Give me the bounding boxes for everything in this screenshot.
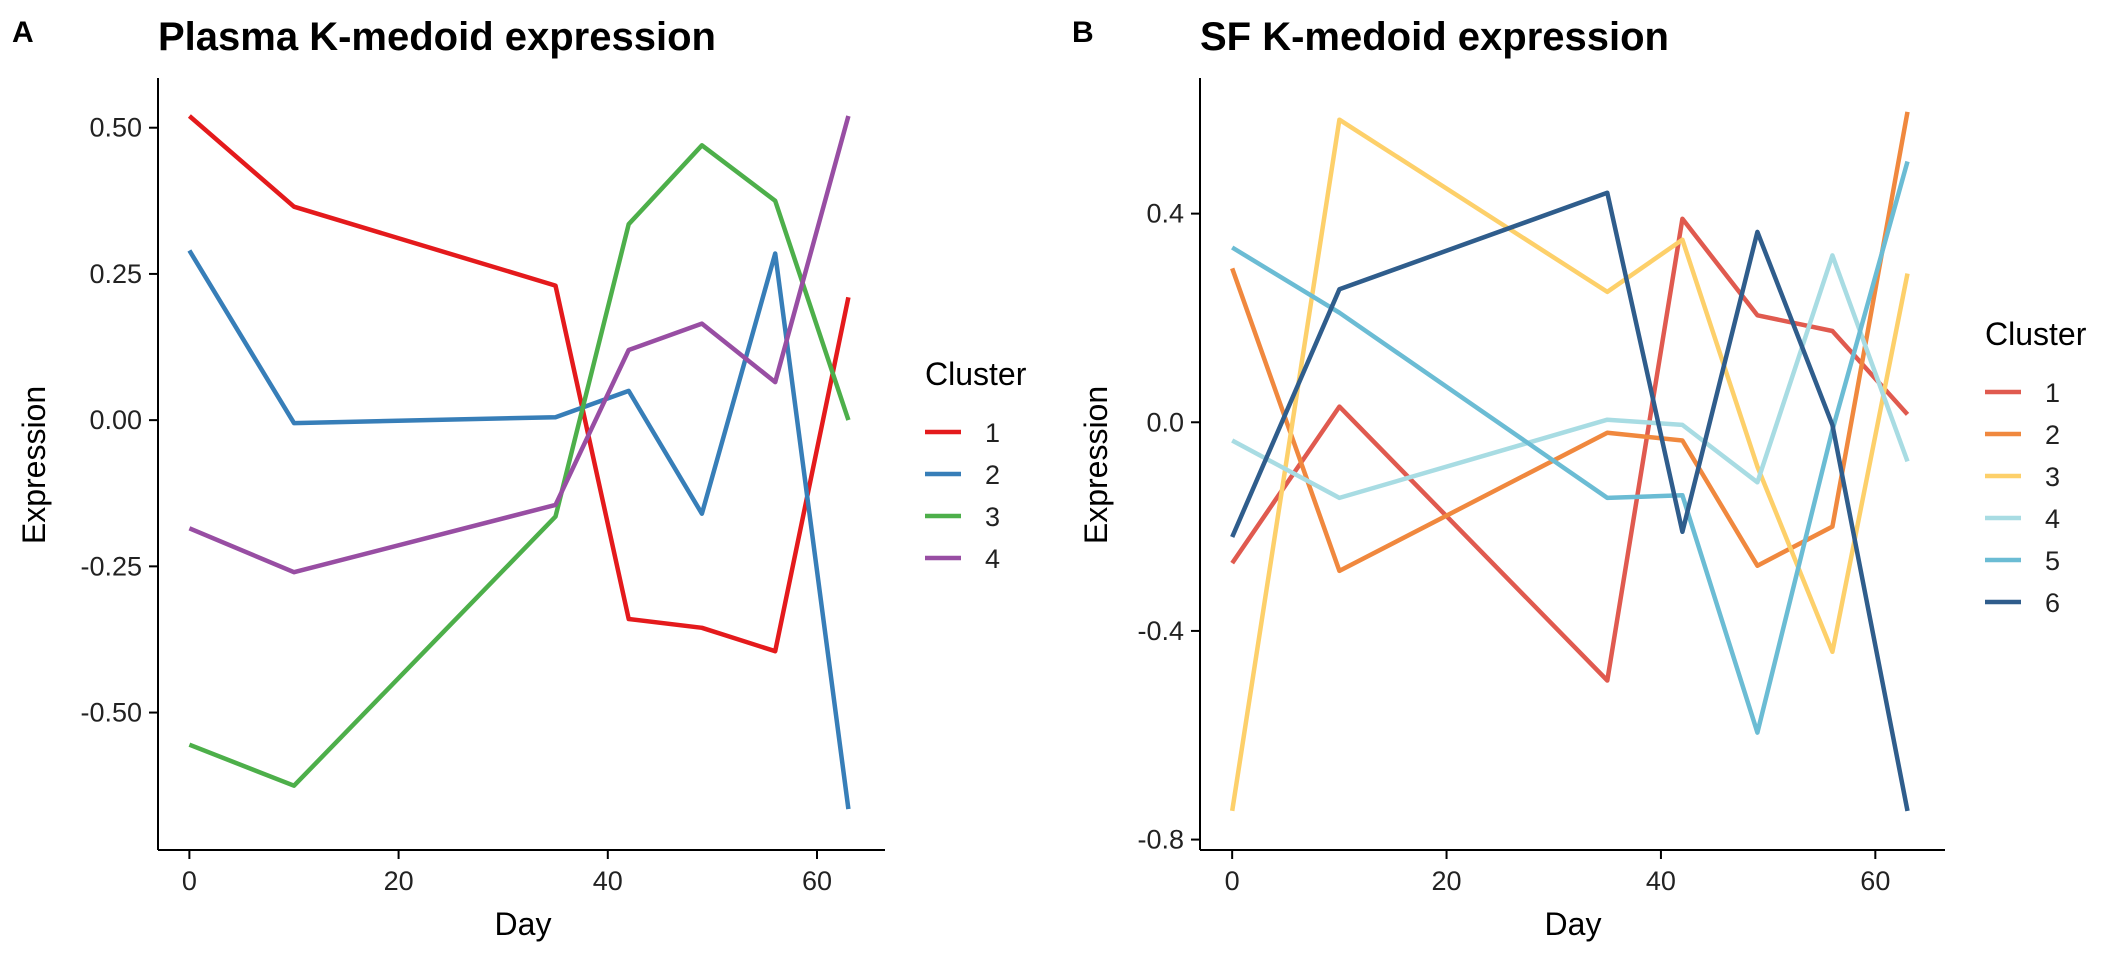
series-line-cluster-6: [1230, 190, 1910, 812]
x-tick-label: 20: [1432, 866, 1462, 896]
legend-label-6: 6: [2045, 588, 2060, 618]
y-tick-label: 0.50: [89, 113, 142, 143]
chart-title-plasma: Plasma K-medoid expression: [158, 15, 716, 59]
legend-label-4: 4: [985, 544, 1000, 574]
series-line-cluster-4: [1231, 253, 1910, 501]
legend-label-3: 3: [2045, 462, 2060, 492]
ticks-plasma: 0 20 40 60 -0.50 -0.25 0.00 0.25 0.50: [80, 78, 885, 896]
series-line-cluster-2: [187, 249, 851, 810]
legend-label-1: 1: [985, 418, 1000, 448]
panel-tag-a: A: [12, 16, 34, 49]
y-tick-label: 0.00: [89, 405, 142, 435]
series-line-cluster-1: [1230, 216, 1910, 683]
legend-sf: 1 2 3 4 5 6: [1985, 378, 2060, 618]
series-line-cluster-4: [188, 115, 851, 575]
legend-label-1: 1: [2045, 378, 2060, 408]
x-axis-title-sf: Day: [1545, 906, 1602, 942]
panel-sf: B SF K-medoid expression Day Expression …: [1072, 15, 2087, 942]
x-tick-label: 20: [384, 866, 414, 896]
y-axis-title-plasma: Expression: [16, 386, 52, 544]
legend-label-3: 3: [985, 502, 1000, 532]
panel-plasma: A Plasma K-medoid expression Day Express…: [12, 15, 1027, 942]
legend-title-sf: Cluster: [1985, 316, 2087, 352]
legend-title-plasma: Cluster: [925, 356, 1027, 392]
x-tick-label: 0: [1225, 866, 1240, 896]
y-tick-label: -0.4: [1137, 616, 1184, 646]
y-tick-label: 0.4: [1146, 199, 1184, 229]
legend-label-2: 2: [985, 460, 1000, 490]
series-line-cluster-3: [1229, 117, 1910, 812]
y-tick-label: 0.0: [1146, 407, 1184, 437]
series-line-cluster-3: [188, 143, 851, 788]
series-line-cluster-2: [1230, 111, 1910, 574]
y-tick-label: -0.25: [80, 551, 142, 581]
legend-label-2: 2: [2045, 420, 2060, 450]
series-line-cluster-5: [1231, 160, 1910, 735]
x-tick-label: 0: [182, 866, 197, 896]
ticks-sf: 0 20 40 60 -0.8 -0.4 0.0 0.4: [1137, 78, 1945, 896]
x-tick-label: 60: [1860, 866, 1890, 896]
x-tick-label: 60: [802, 866, 832, 896]
x-tick-label: 40: [1646, 866, 1676, 896]
y-tick-label: -0.8: [1137, 825, 1184, 855]
panel-tag-b: B: [1072, 16, 1094, 49]
legend-plasma: 1 2 3 4: [925, 418, 1000, 574]
legend-label-4: 4: [2045, 504, 2060, 534]
x-tick-label: 40: [593, 866, 623, 896]
chart-title-sf: SF K-medoid expression: [1200, 15, 1669, 59]
lines-plasma: [187, 114, 851, 810]
x-axis-title-plasma: Day: [495, 906, 552, 942]
y-tick-label: 0.25: [89, 259, 142, 289]
series-line-cluster-1: [187, 114, 851, 654]
legend-label-5: 5: [2045, 546, 2060, 576]
y-tick-label: -0.50: [80, 698, 142, 728]
lines-sf: [1229, 111, 1910, 812]
y-axis-title-sf: Expression: [1078, 386, 1114, 544]
